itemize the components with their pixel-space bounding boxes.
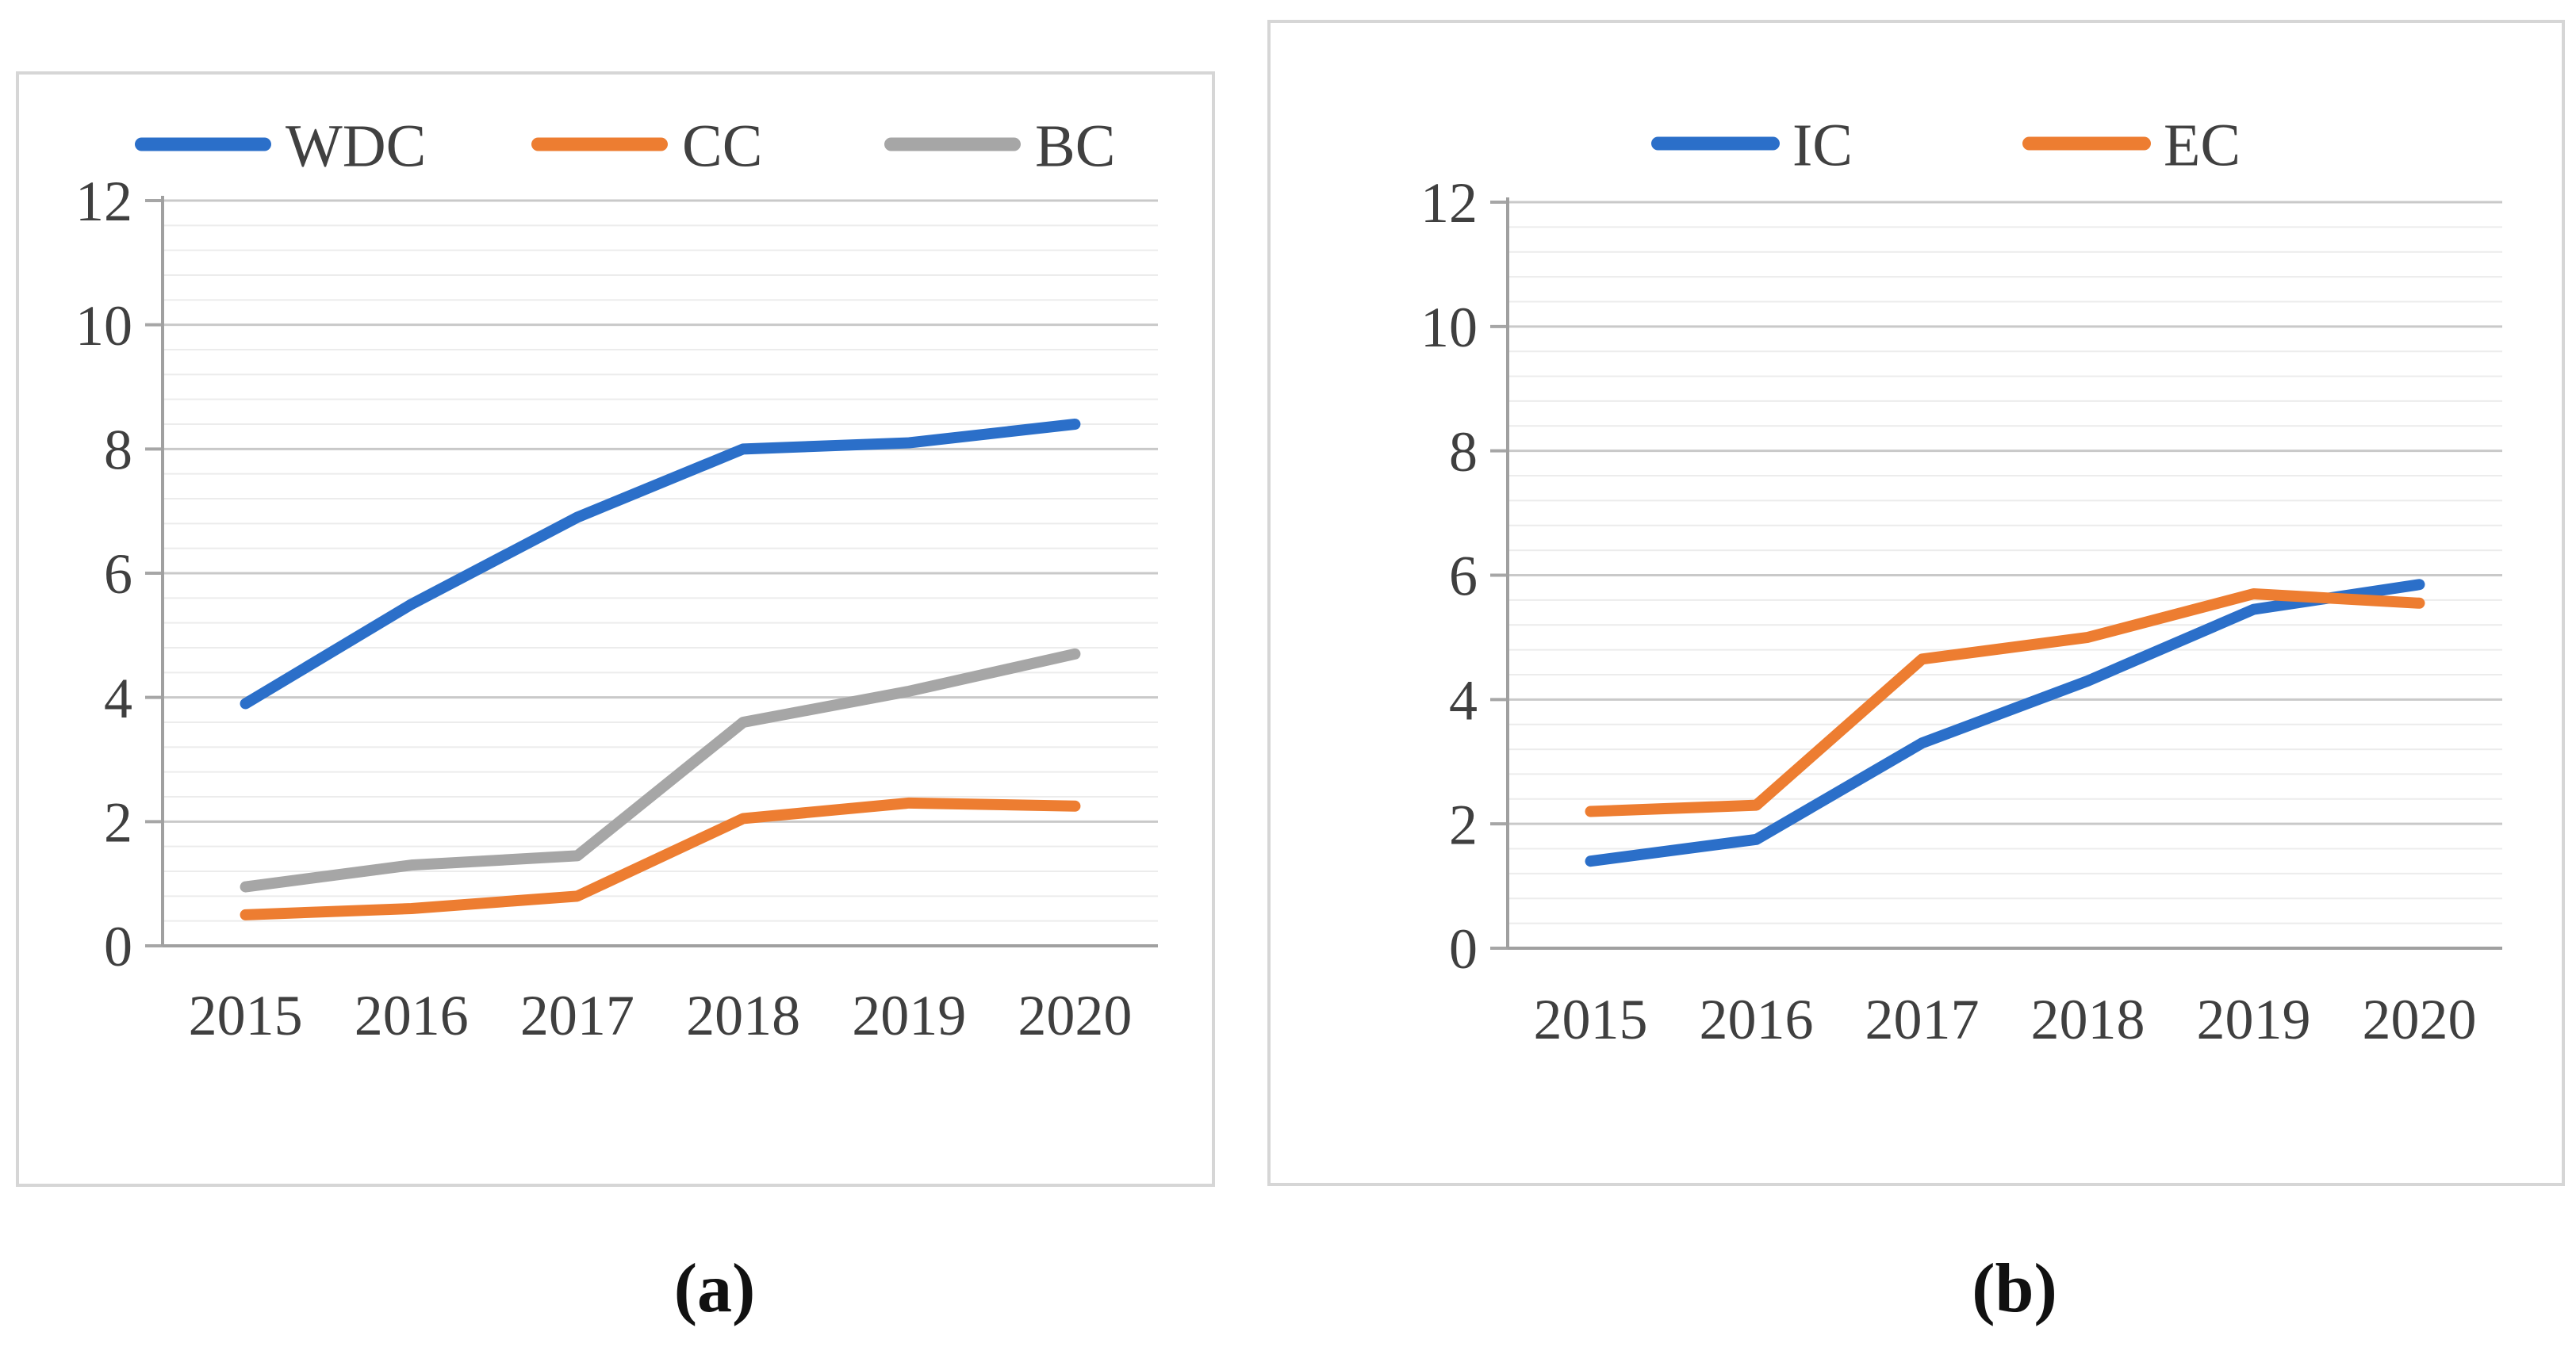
series-line-wdc — [240, 419, 1081, 710]
y-tick-label: 0 — [104, 915, 132, 978]
legend-swatch-ec — [2022, 136, 2151, 151]
legend-label-bc: BC — [1035, 113, 1115, 179]
x-tick-label: 2016 — [1700, 988, 1814, 1051]
y-tick-label: 10 — [75, 294, 132, 358]
x-tick-label: 2020 — [1018, 984, 1132, 1047]
x-tick-label: 2017 — [1865, 988, 1980, 1051]
x-tick-label: 2016 — [355, 984, 469, 1047]
y-tick-label: 4 — [104, 667, 132, 730]
caption-a: (a) — [673, 1250, 756, 1327]
legend-label-ic: IC — [1792, 112, 1853, 178]
y-tick-label: 6 — [104, 542, 132, 606]
x-tick-label: 2018 — [2031, 988, 2145, 1051]
x-tick-label: 2015 — [189, 984, 303, 1047]
y-tick-label: 8 — [104, 419, 132, 482]
x-tick-label: 2019 — [2197, 988, 2311, 1051]
series-line-ic — [1585, 579, 2425, 867]
x-tick-label: 2019 — [852, 984, 966, 1047]
y-tick-label: 2 — [1449, 793, 1478, 856]
y-tick-label: 0 — [1449, 917, 1478, 981]
x-tick-label: 2020 — [2363, 988, 2477, 1051]
x-tick-label: 2017 — [520, 984, 634, 1047]
legend-label-cc: CC — [682, 113, 762, 179]
y-tick-label: 8 — [1449, 420, 1478, 484]
legend-label-wdc: WDC — [286, 113, 426, 179]
chart-panel-b: 0 2 4 6 8 10 12 2015 2016 2017 2018 2019 2020 IC EC — [1267, 20, 2565, 1186]
y-tick-label: 12 — [75, 170, 132, 233]
series-line-bc — [240, 648, 1081, 893]
y-tick-label: 10 — [1420, 296, 1478, 359]
line-chart-b: 0 2 4 6 8 10 12 2015 2016 2017 2018 2019 2020 IC EC — [1420, 112, 2502, 1051]
series-line-ec — [1585, 588, 2425, 817]
legend-swatch-cc — [531, 137, 668, 151]
x-tick-label: 2015 — [1534, 988, 1648, 1051]
legend-swatch-bc — [884, 137, 1021, 151]
chart-panel-a: 0 2 4 6 8 10 12 2015 2016 2017 2018 2019 2020 WDC CC BC — [16, 71, 1215, 1187]
y-tick-label: 2 — [104, 791, 132, 855]
line-chart-a: 0 2 4 6 8 10 12 2015 2016 2017 2018 2019 2020 WDC CC BC — [75, 113, 1158, 1047]
y-tick-label: 6 — [1449, 545, 1478, 608]
caption-b: (b) — [1972, 1250, 2057, 1327]
legend-swatch-ic — [1651, 136, 1780, 151]
legend-label-ec: EC — [2164, 112, 2241, 178]
series-line-cc — [240, 797, 1081, 920]
y-tick-label: 12 — [1420, 171, 1478, 235]
x-tick-label: 2018 — [686, 984, 800, 1047]
legend-swatch-wdc — [135, 137, 271, 151]
y-tick-label: 4 — [1449, 669, 1478, 733]
